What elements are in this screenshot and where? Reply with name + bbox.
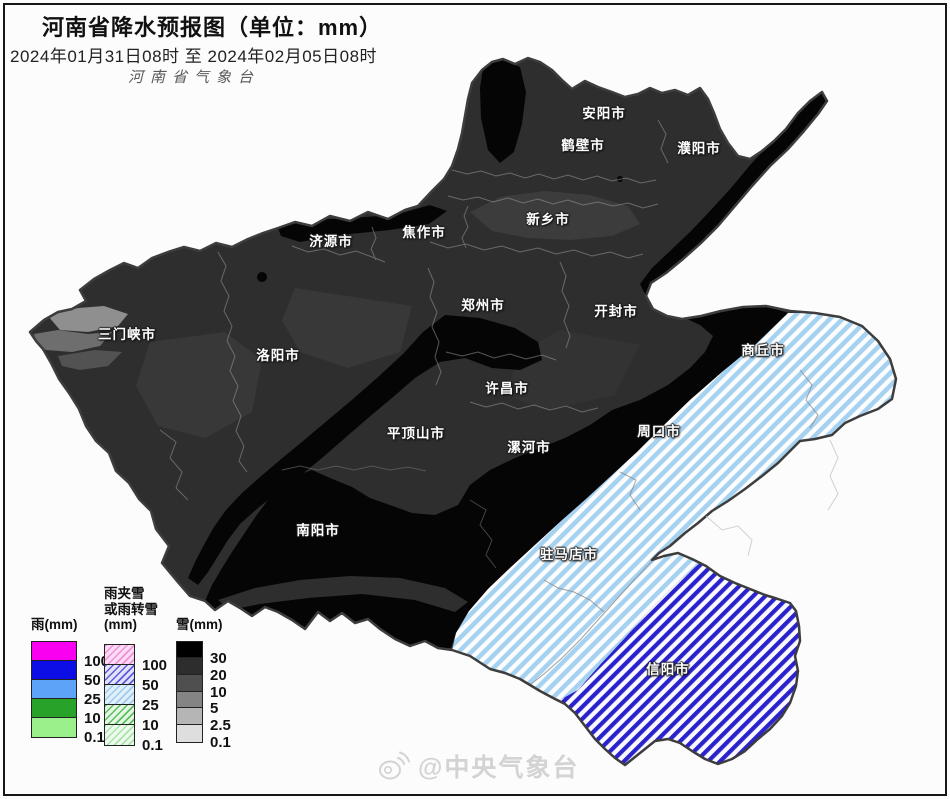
city-label: 鹤壁市 — [561, 138, 605, 153]
city-label: 三门峡市 — [98, 327, 156, 342]
rain-value: 100 — [84, 652, 110, 670]
snow-band-light-west — [34, 306, 128, 370]
legend-rain-swatches — [31, 640, 77, 738]
city-label: 新乡市 — [526, 212, 570, 227]
sleet-value: 0.1 — [142, 736, 163, 754]
sleet-region-dark — [555, 563, 800, 765]
rain-swatch — [32, 679, 76, 699]
snow-swatch — [177, 641, 202, 659]
city-boundaries — [159, 119, 669, 501]
agency-name: 河南省气象台 — [128, 70, 261, 86]
city-label: 郑州市 — [461, 298, 505, 313]
snow-value: 20 — [210, 666, 227, 684]
city-label: 济源市 — [309, 234, 353, 249]
city-label: 安阳市 — [582, 106, 626, 121]
rain-swatch — [32, 660, 76, 680]
city-label: 商丘市 — [741, 343, 785, 358]
weibo-icon — [379, 751, 410, 780]
page-title: 河南省降水预报图（单位：mm） — [42, 15, 383, 40]
city-label: 南阳市 — [296, 523, 340, 538]
sleet-swatch — [105, 644, 134, 665]
legend-sleet-title-line1: 雨夹雪 — [104, 586, 145, 601]
snow-value: 0.1 — [210, 733, 231, 751]
snow-value: 10 — [210, 683, 227, 701]
snow-band-heavy — [188, 59, 827, 648]
rain-value: 0.1 — [84, 728, 105, 746]
legend-snow-values: 30 20 10 5 2.5 0.1 — [210, 641, 231, 749]
snow-swatch — [177, 674, 202, 692]
legend-snow-title: 雪(mm) — [176, 617, 223, 632]
legend-sleet: 雨夹雪 或雨转雪 (mm) 100 50 25 10 0.1 — [104, 586, 168, 753]
sleet-swatch — [105, 704, 134, 725]
watermark-text: @中央气象台 — [418, 754, 580, 782]
city-label: 许昌市 — [485, 381, 529, 396]
city-boundaries-on-hatch — [525, 369, 819, 689]
legend-snow-swatches — [176, 640, 203, 743]
legend-rain-values: 100 50 25 10 0.1 — [84, 641, 110, 745]
outside-boundaries — [705, 439, 839, 557]
rain-swatch — [32, 717, 76, 737]
sleet-swatch — [105, 724, 134, 745]
legend-rain-title: 雨(mm) — [31, 617, 78, 632]
city-label: 濮阳市 — [677, 141, 721, 156]
sleet-value: 25 — [142, 696, 159, 714]
snow-band-south-sliver — [218, 576, 468, 612]
watermark: @中央气象台 — [376, 748, 579, 784]
forecast-date-range: 2024年01月31日08时 至 2024年02月05日08时 — [10, 47, 378, 66]
city-label: 开封市 — [594, 304, 638, 319]
snow-value: 2.5 — [210, 716, 231, 734]
city-boundaries-on-black — [281, 465, 641, 569]
rain-value: 10 — [84, 709, 101, 727]
legend-sleet-title-line2: 或雨转雪 — [104, 601, 158, 617]
snow-swatch — [177, 658, 202, 675]
sleet-value: 50 — [142, 676, 159, 694]
city-label: 信阳市 — [646, 662, 690, 677]
rain-value: 25 — [84, 690, 101, 708]
legend-rain: 雨(mm) 100 50 25 10 0.1 — [31, 617, 110, 745]
snow-swatch — [177, 708, 202, 725]
snow-swatch — [177, 691, 202, 709]
snow-band-lighter — [136, 191, 640, 438]
rain-value: 50 — [84, 671, 101, 689]
legend-sleet-swatches — [104, 643, 135, 746]
city-label: 焦作市 — [402, 225, 446, 240]
sleet-swatch — [105, 684, 134, 705]
legend-snow: 雪(mm) 30 20 10 5 2.5 0.1 — [176, 617, 231, 749]
province-border — [28, 56, 898, 767]
sleet-value: 100 — [142, 656, 168, 674]
sleet-swatch — [105, 664, 134, 685]
snow-swatch — [177, 724, 202, 742]
snow-value: 30 — [210, 650, 227, 668]
city-label: 周口市 — [637, 424, 681, 439]
rain-swatch — [32, 641, 76, 661]
legend-sleet-values: 100 50 25 10 0.1 — [142, 644, 168, 753]
city-label: 洛阳市 — [256, 348, 300, 363]
city-label: 驻马店市 — [540, 547, 598, 562]
city-label: 漯河市 — [507, 440, 551, 455]
sleet-region-light — [452, 313, 896, 700]
rain-swatch — [32, 698, 76, 718]
legend-sleet-title-line3: (mm) — [104, 617, 137, 632]
city-label: 平顶山市 — [387, 426, 445, 441]
snow-value: 5 — [210, 700, 219, 718]
legend-sleet-title: 雨夹雪 或雨转雪 (mm) — [104, 586, 167, 633]
sleet-value: 10 — [142, 716, 159, 734]
